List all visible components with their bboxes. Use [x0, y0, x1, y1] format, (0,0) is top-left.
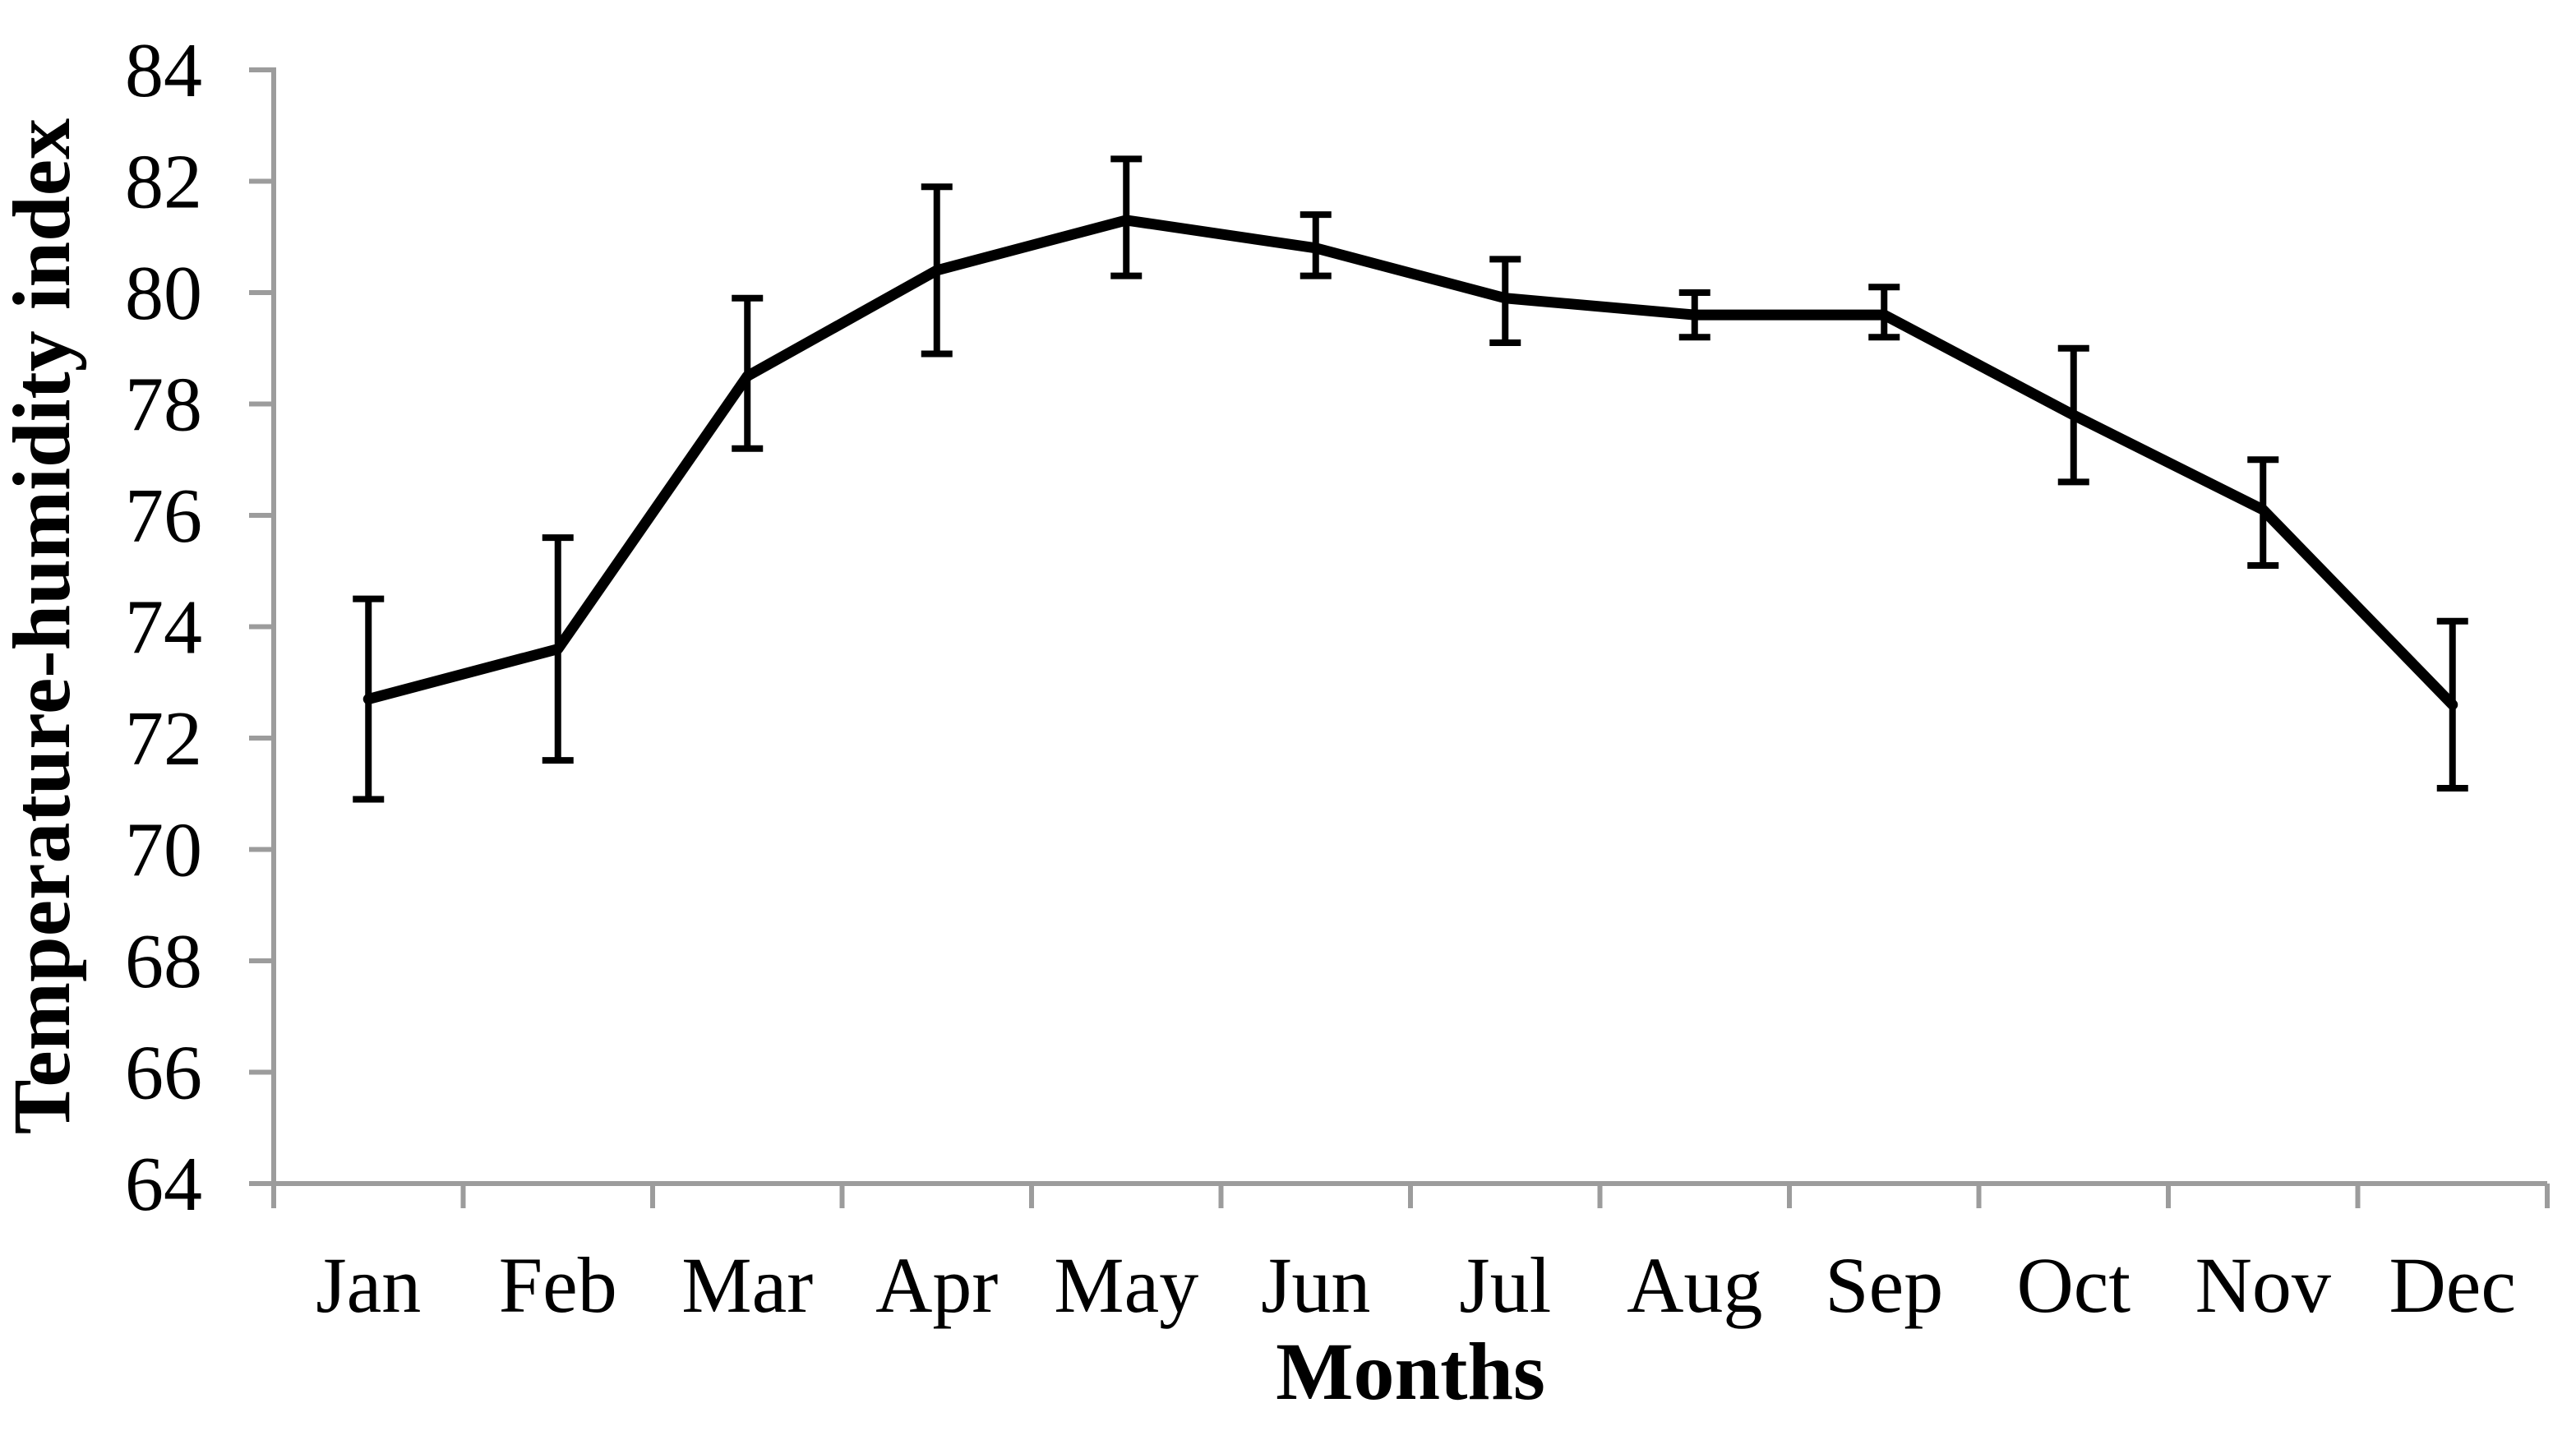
x-tick-label-Aug: Aug [1627, 1241, 1762, 1329]
x-tick-label-Jul: Jul [1459, 1241, 1551, 1329]
data-series-layer [362, 215, 2458, 710]
tick-labels-layer: 64 66 68 70 72 74 76 78 80 82 84 Jan Feb Mar Apr May Jun… [125, 28, 2516, 1329]
y-tick-label: 80 [125, 251, 202, 336]
x-tick-label-Nov: Nov [2195, 1241, 2331, 1329]
y-axis-title: Temperature-humidity index [0, 118, 87, 1134]
x-axis-title: Months [1276, 1326, 1545, 1417]
y-tick-label: 70 [125, 808, 202, 893]
x-tick-label-Mar: Mar [681, 1241, 813, 1329]
y-tick-label: 68 [125, 919, 202, 1004]
x-tick-label-Sep: Sep [1825, 1241, 1943, 1329]
x-tick-label-Oct: Oct [2016, 1241, 2131, 1329]
y-tick-label: 74 [125, 585, 202, 671]
axes-layer [249, 67, 2550, 1208]
x-tick-label-Dec: Dec [2389, 1241, 2516, 1329]
x-tick-label-May: May [1054, 1241, 1198, 1329]
y-tick-label: 66 [125, 1031, 202, 1116]
y-tick-label: 76 [125, 473, 202, 559]
x-tick-label-Feb: Feb [499, 1241, 617, 1329]
x-tick-label-Jun: Jun [1261, 1241, 1370, 1329]
x-tick-label-Apr: Apr [875, 1241, 998, 1329]
y-tick-label: 64 [125, 1142, 202, 1227]
x-tick-label-Jan: Jan [316, 1241, 421, 1329]
data-series-line [362, 215, 2458, 710]
y-tick-label: 82 [125, 140, 202, 225]
y-tick-label: 84 [125, 28, 202, 113]
y-tick-label: 78 [125, 362, 202, 448]
y-tick-label: 72 [125, 696, 202, 782]
